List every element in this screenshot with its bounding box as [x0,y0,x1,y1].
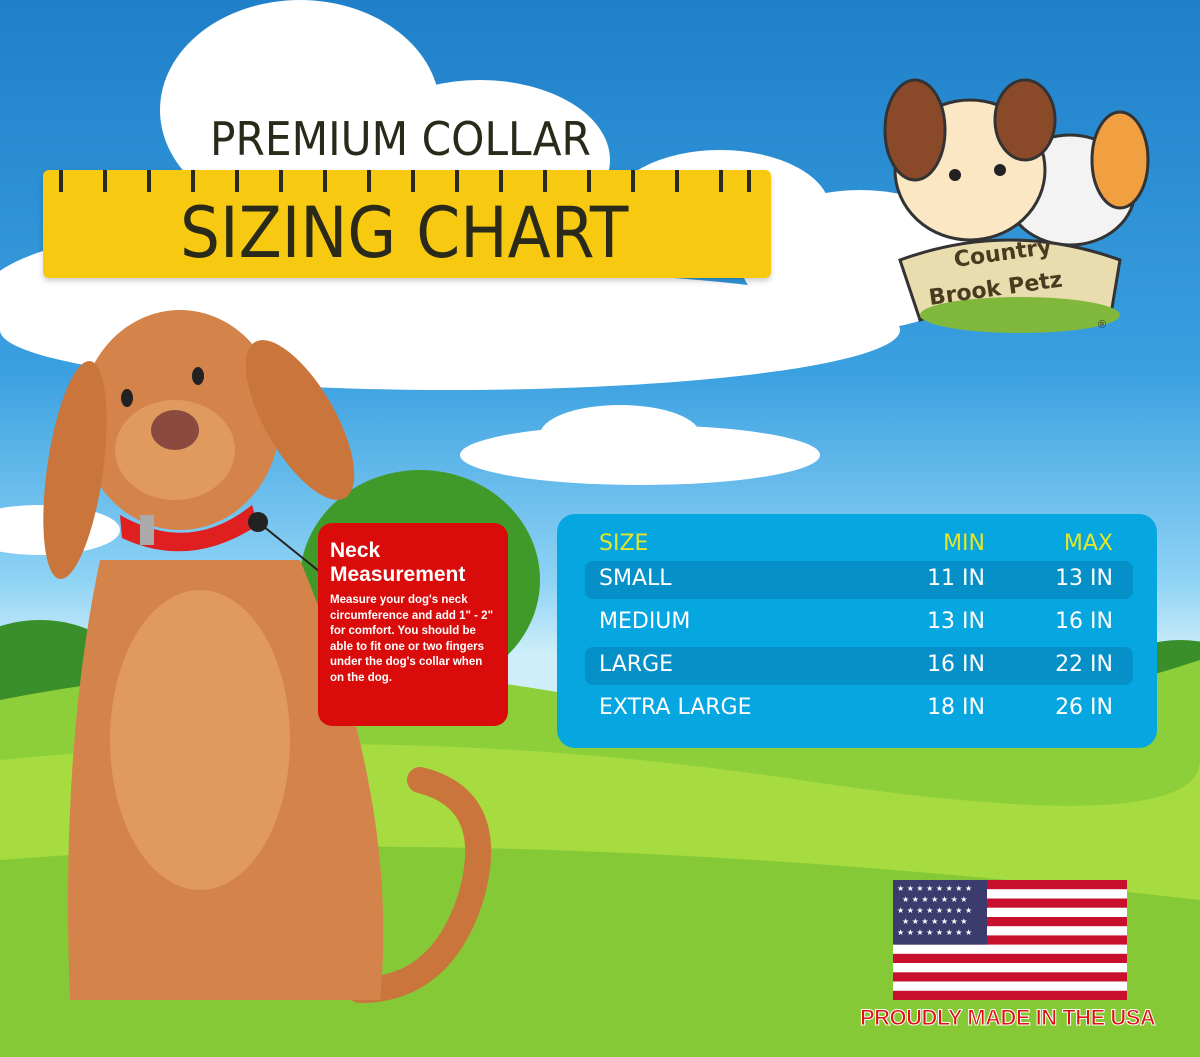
header-line-1: PREMIUM COLLAR [210,112,591,166]
svg-text:★ ★ ★ ★ ★ ★ ★ ★: ★ ★ ★ ★ ★ ★ ★ ★ [897,906,972,915]
min-value: 18 IN [927,695,985,720]
size-table: SIZE MIN MAX SMALL 11 IN 13 IN MEDIUM 13… [557,514,1157,748]
size-label: LARGE [599,652,674,677]
min-value: 11 IN [927,566,985,591]
header-min: MIN [943,531,985,556]
table-row: SMALL 11 IN 13 IN [585,561,1133,599]
neck-title-1: Neck [330,539,381,562]
svg-text:★ ★ ★ ★ ★ ★ ★ ★: ★ ★ ★ ★ ★ ★ ★ ★ [897,928,972,937]
neck-measurement-box: Neck Measurement Measure your dog's neck … [318,523,508,726]
max-value: 26 IN [1055,695,1113,720]
registered-mark: ® [1098,319,1106,331]
max-value: 22 IN [1055,652,1113,677]
made-in-usa-text: PROUDLY MADE IN THE USA [859,1005,1156,1031]
neck-instructions: Measure your dog's neck circumference an… [330,594,494,684]
table-header: SIZE MIN MAX [585,526,1133,564]
brand-logo: Country Brook Petz ® [883,78,1150,333]
min-value: 13 IN [927,609,985,634]
table-row: EXTRA LARGE 18 IN 26 IN [585,690,1133,728]
svg-text:★ ★ ★ ★ ★ ★ ★: ★ ★ ★ ★ ★ ★ ★ [902,895,967,904]
header-size: SIZE [599,531,649,556]
ruler-banner [43,170,771,278]
size-label: MEDIUM [599,609,691,634]
neck-title-2: Measurement [330,563,466,586]
clouds [0,0,980,555]
us-flag-icon: ★ ★ ★ ★ ★ ★ ★ ★ ★ ★ ★ ★ ★ ★ ★ ★ ★ ★ ★ ★ ★ … [893,880,1127,1000]
header-max: MAX [1063,531,1113,556]
header-line-2: SIZING CHART [180,192,629,274]
min-value: 16 IN [927,652,985,677]
size-label: EXTRA LARGE [599,695,752,720]
dog-illustration [43,310,492,1003]
max-value: 13 IN [1055,566,1113,591]
table-row: MEDIUM 13 IN 16 IN [585,604,1133,642]
table-row: LARGE 16 IN 22 IN [585,647,1133,685]
max-value: 16 IN [1055,609,1113,634]
svg-text:★ ★ ★ ★ ★ ★ ★: ★ ★ ★ ★ ★ ★ ★ [902,917,967,926]
size-label: SMALL [599,566,672,591]
svg-text:★ ★ ★ ★ ★ ★ ★ ★: ★ ★ ★ ★ ★ ★ ★ ★ [897,884,972,893]
